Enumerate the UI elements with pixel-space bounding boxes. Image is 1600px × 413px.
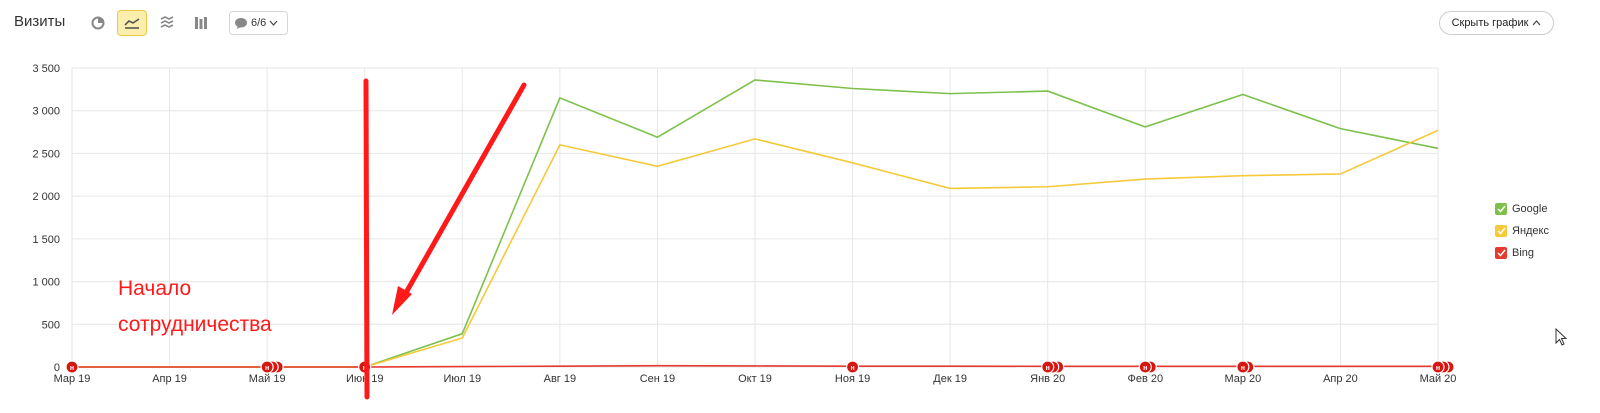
area-chart-button[interactable] (152, 10, 182, 36)
checkbox-bing[interactable] (1495, 247, 1507, 259)
note-marker[interactable] (1138, 360, 1152, 374)
note-marker-label: н (1046, 365, 1050, 372)
x-axis-ticks: Мар 19 Апр 19 Май 19 Июн 19 Июл 19 Авг 19 Сен … (54, 373, 1457, 385)
y-tick-label: 0 (54, 362, 60, 374)
x-tick-label: Янв 20 (1030, 373, 1065, 385)
annotation-arrow (400, 82, 527, 301)
chart-header: Визиты 6/6 С (0, 0, 1600, 50)
note-marker-label: н (70, 365, 74, 372)
y-tick-label: 2 000 (32, 191, 60, 203)
chart-series (72, 79, 1439, 368)
annotation-vertical-line (363, 78, 370, 400)
notes-count: 6/6 (251, 17, 267, 29)
x-tick-label: Апр 19 (152, 373, 187, 385)
annotation-text-line2: сотрудничества (118, 313, 272, 336)
note-marker-label: н (265, 365, 269, 372)
notes-dropdown[interactable]: 6/6 (229, 11, 288, 35)
note-marker-label: н (1143, 365, 1147, 372)
hide-chart-label: Скрыть график (1451, 17, 1529, 29)
line-chart-button[interactable] (117, 10, 147, 36)
chart-title: Визиты (14, 13, 66, 30)
annotation-text-line1: Начало (118, 277, 191, 300)
legend-label-google: Google (1512, 203, 1548, 215)
line-chart-icon (124, 18, 140, 29)
y-tick-label: 500 (42, 319, 60, 331)
checkbox-yandex[interactable] (1495, 225, 1507, 237)
y-axis-ticks: 0 500 1 000 1 500 2 000 2 500 3 000 3 500 (32, 63, 60, 374)
checkbox-google[interactable] (1495, 203, 1507, 215)
mouse-cursor-icon (1555, 328, 1568, 346)
y-tick-label: 1 000 (32, 277, 60, 289)
checkmark-icon (1496, 227, 1506, 235)
annotation-layer: Начало сотрудничества (118, 78, 527, 400)
x-tick-label: Ноя 19 (835, 373, 870, 385)
x-tick-label: Май 19 (249, 373, 286, 385)
checkmark-icon (1496, 249, 1506, 257)
y-tick-label: 1 500 (32, 234, 60, 246)
y-tick-label: 3 000 (32, 106, 60, 118)
pie-chart-button[interactable] (83, 10, 113, 36)
hide-chart-button[interactable]: Скрыть график (1439, 11, 1554, 35)
annotation-arrow-head (392, 286, 412, 315)
x-tick-label: Сен 19 (640, 373, 675, 385)
bar-chart-button[interactable] (186, 10, 216, 36)
x-tick-label: Апр 20 (1323, 373, 1358, 385)
legend-label-yandex: Яндекс (1512, 225, 1549, 237)
x-tick-label: Мар 19 (54, 373, 91, 385)
note-marker[interactable] (1431, 360, 1445, 374)
comment-icon (235, 17, 247, 29)
note-marker-label: н (850, 365, 854, 372)
x-tick-label: Мар 20 (1224, 373, 1261, 385)
legend-label-bing: Bing (1512, 247, 1535, 259)
legend-item-yandex[interactable]: Яндекс (1495, 220, 1549, 242)
note-marker[interactable] (1236, 360, 1250, 374)
pie-chart-icon (91, 16, 105, 30)
x-tick-label: Июл 19 (443, 373, 481, 385)
series-line-2 (72, 364, 1438, 368)
y-tick-label: 2 500 (32, 148, 60, 160)
chart-grid (71, 67, 1439, 368)
x-tick-label: Дек 19 (933, 373, 967, 385)
y-tick-label: 3 500 (32, 63, 60, 75)
chevron-up-icon (1532, 20, 1541, 26)
legend-item-bing[interactable]: Bing (1495, 242, 1549, 264)
area-chart-icon (160, 16, 174, 28)
x-tick-label: Авг 19 (544, 373, 576, 385)
note-marker-label: н (1436, 365, 1440, 372)
chart-legend: Google Яндекс Bing (1495, 198, 1549, 264)
bar-chart-icon (195, 17, 207, 29)
note-marker-label: н (1241, 365, 1245, 372)
checkmark-icon (1496, 205, 1506, 213)
x-tick-label: Окт 19 (738, 373, 772, 385)
legend-item-google[interactable]: Google (1495, 198, 1549, 220)
chevron-down-icon (269, 20, 278, 26)
x-tick-label: Фев 20 (1127, 373, 1163, 385)
x-tick-label: Май 20 (1420, 373, 1457, 385)
note-marker[interactable] (65, 360, 79, 374)
note-marker[interactable] (1041, 360, 1055, 374)
note-marker[interactable] (260, 360, 274, 374)
note-marker[interactable] (845, 360, 860, 374)
